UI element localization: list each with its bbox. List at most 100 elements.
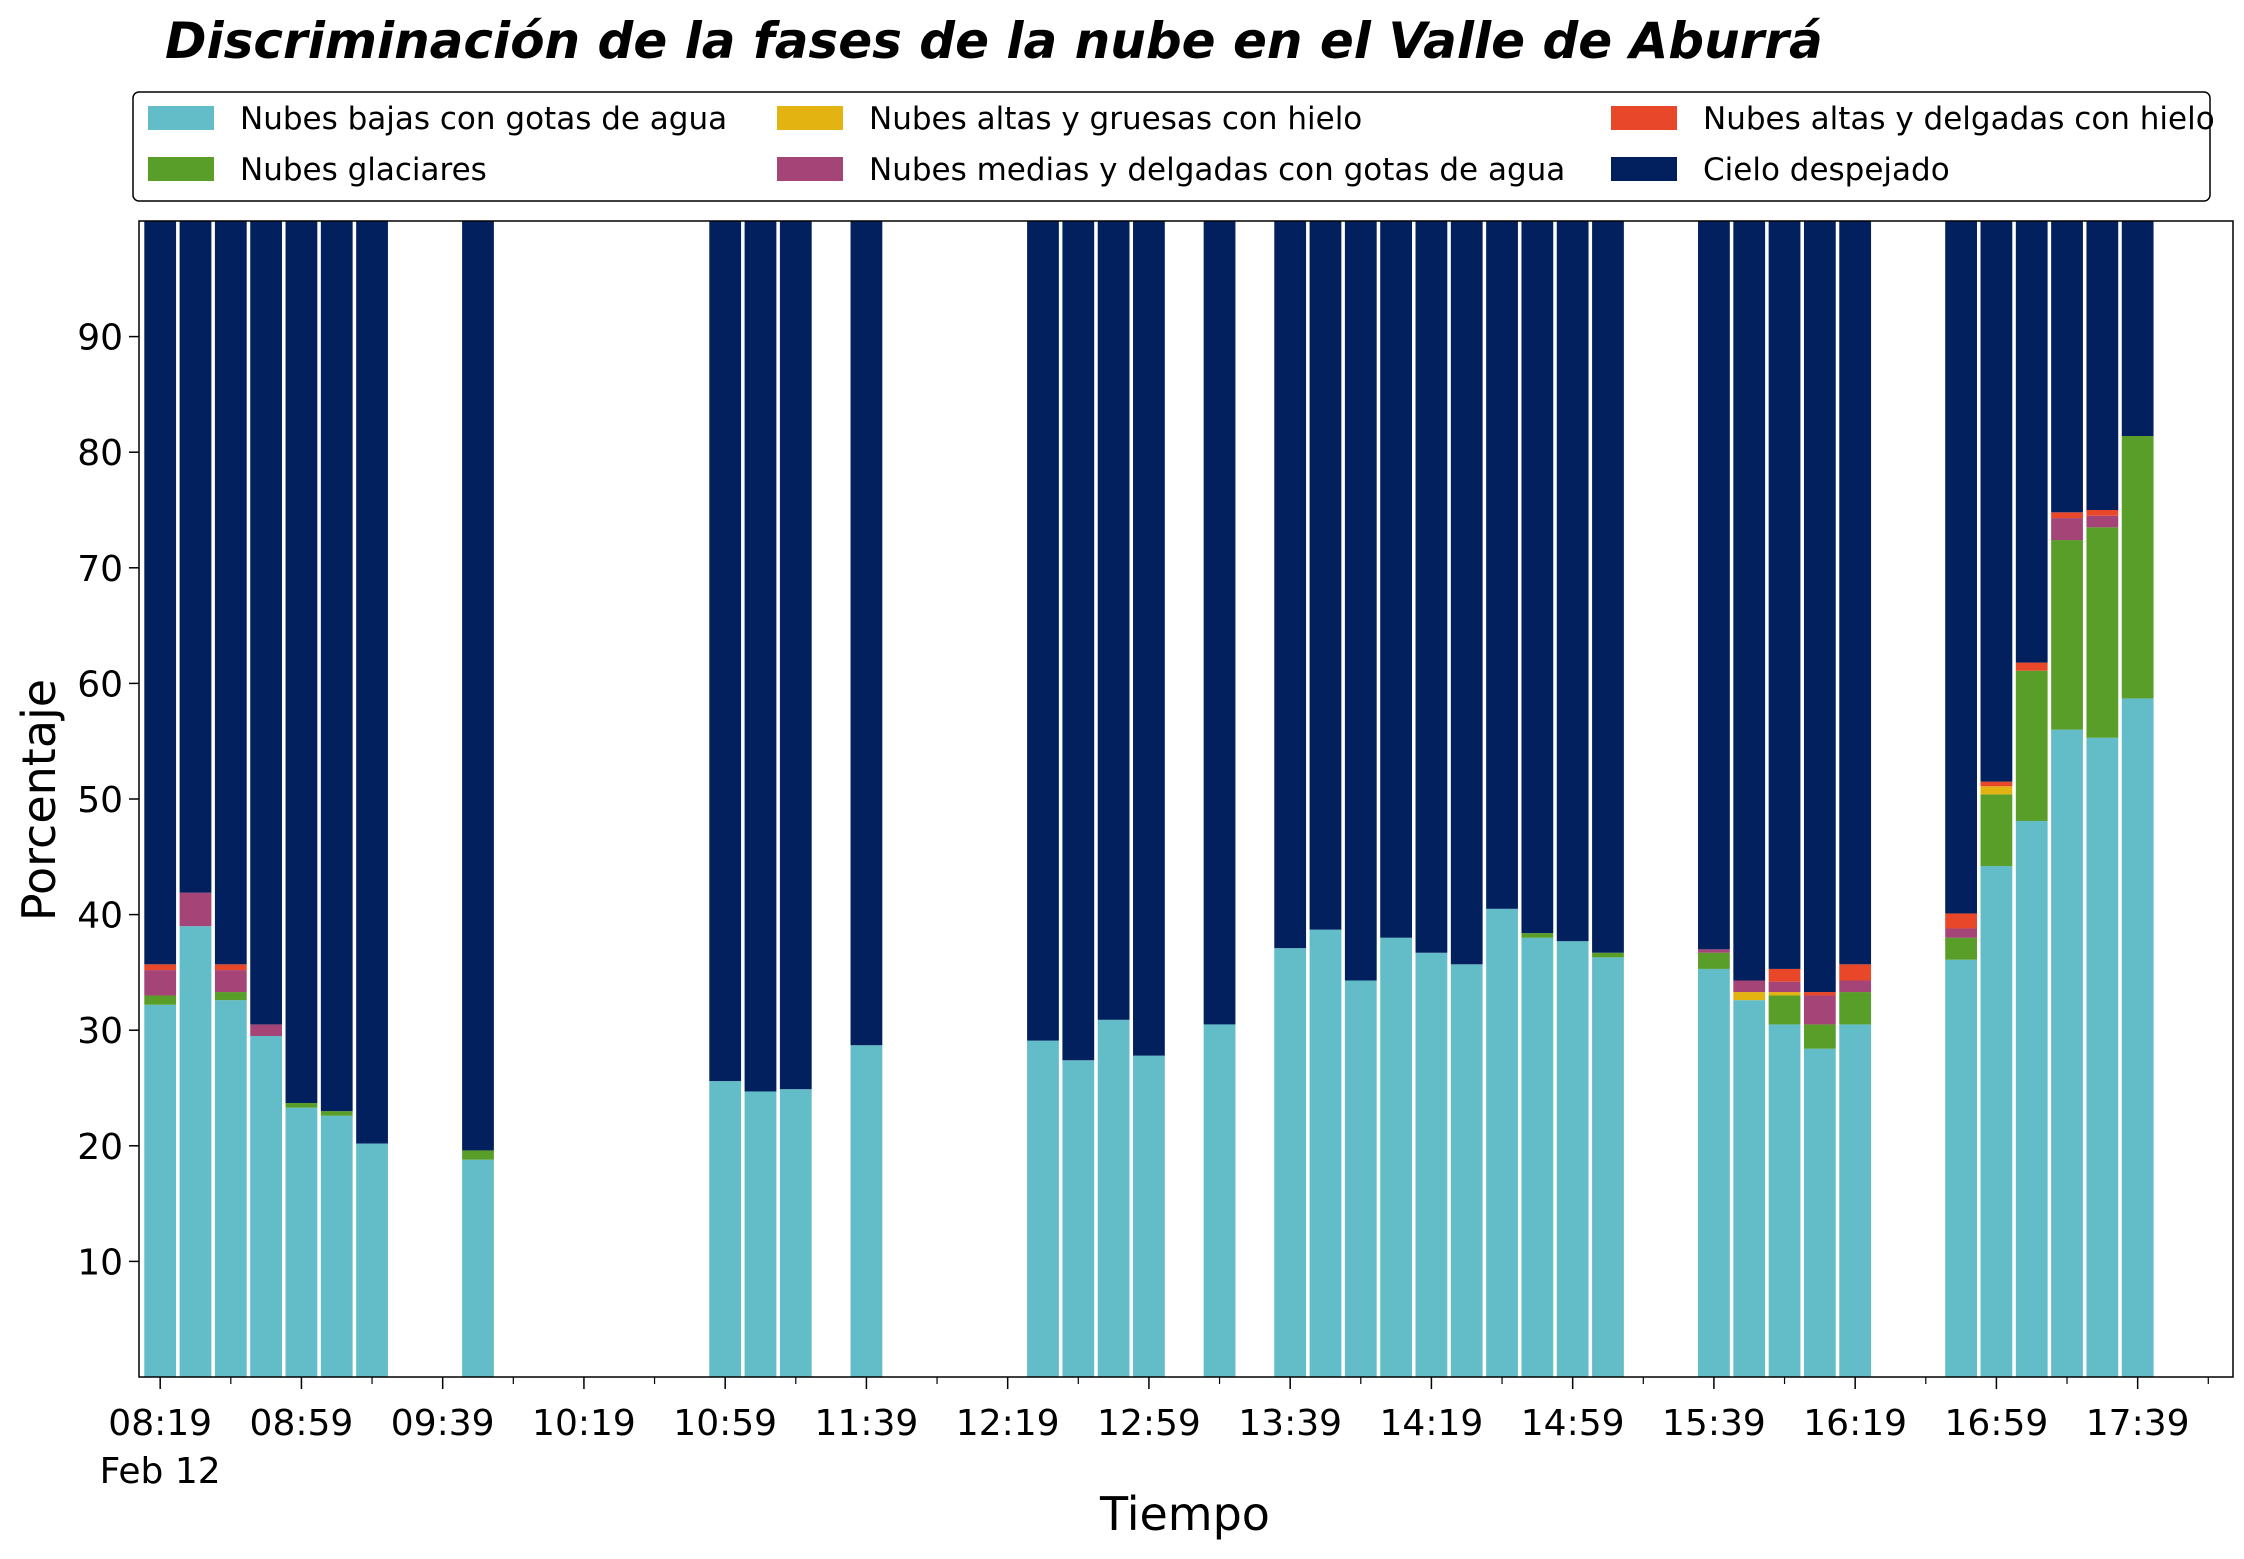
bar-segment [1097,221,1130,1020]
bar-segment [1733,221,1766,981]
bar-segment [144,964,177,971]
bar-segment [744,1091,777,1377]
bar-segment [1803,1024,1836,1049]
bar-segment [1839,964,1872,981]
bar-segment [1380,221,1412,938]
bar-segment [2086,510,2119,516]
bar-segment [2051,729,2083,1377]
bar-segment [1450,964,1483,1377]
bar-segment [1521,937,1554,1377]
y-tick-label: 90 [77,318,123,359]
bar-segment [214,221,247,965]
bar-segment [850,1045,883,1377]
legend-swatch [1611,106,1677,130]
bar-segment [1839,992,1872,1025]
legend-label: Nubes medias y delgadas con gotas de agu… [869,152,1565,188]
bar-segment [1309,929,1342,1377]
bar-segment [1733,992,1766,1001]
legend-label: Nubes altas y gruesas con hielo [869,101,1362,137]
y-tick-label: 30 [77,1011,123,1052]
bar-segment [179,926,212,1377]
bar-segment [2086,221,2119,510]
bar-segment [2051,518,2083,541]
bar-segment [779,1089,812,1377]
bar-segment [1768,992,1801,996]
legend-box [132,91,2211,202]
bar-segment [320,1111,353,1116]
y-tick-label: 50 [77,780,123,821]
bar-segment [1380,937,1412,1377]
bar-segment [1203,221,1236,1025]
bar-segment [1415,221,1448,953]
bar-segment [2015,820,2048,1377]
y-tick-label: 70 [77,549,123,590]
legend-label: Nubes glaciares [240,152,487,188]
y-tick-label: 20 [77,1127,123,1168]
bar-segment [179,892,212,927]
bar-segment [744,221,777,1092]
bar-segment [1698,952,1730,969]
y-tick-label: 10 [77,1242,123,1283]
bar-segment [1274,221,1307,949]
y-tick-label: 60 [77,664,123,705]
bar-segment [1486,221,1518,909]
bar-segment [2086,527,2119,738]
bar-segment [250,221,283,1025]
bar-segment [709,1081,742,1377]
bar-segment [1803,1048,1836,1377]
date-label: Feb 12 [100,1451,221,1492]
bar-segment [1133,221,1165,1056]
x-tick-label: 08:59 [250,1403,354,1444]
bar-segment [1803,995,1836,1025]
bar-segment [144,995,177,1005]
bar-segment [1733,980,1766,993]
bar-segment [144,970,177,996]
chart-title: Discriminación de la fases de la nube en… [165,12,1823,70]
bar-segment [1803,992,1836,996]
bar-segment [1592,221,1624,953]
bar-segment [144,1004,177,1377]
legend-swatch [777,106,843,130]
bar-segment [779,221,812,1090]
bar-segment [214,1000,247,1377]
bar-segment [285,221,318,1104]
bar-segment [285,1103,318,1108]
x-tick-label: 14:59 [1521,1403,1625,1444]
bar-segment [1839,1024,1872,1377]
legend-swatch [148,106,214,130]
bar-segment [1203,1024,1236,1377]
bar-segment [1556,221,1589,942]
x-tick-label: 10:59 [673,1403,777,1444]
bar-segment [462,1159,494,1377]
x-tick-label: 12:19 [956,1403,1060,1444]
y-tick-label: 40 [77,896,123,937]
bar-segment [1521,933,1554,938]
bar-segment [320,1115,353,1377]
bar-segment [1486,908,1518,1377]
x-tick-label: 15:39 [1662,1403,1766,1444]
bar-segment [2121,698,2154,1377]
bar-segment [1839,221,1872,965]
bar-segment [1415,952,1448,1377]
x-tick-label: 14:19 [1380,1403,1484,1444]
legend-swatch [777,157,843,181]
bar-segment [2015,670,2048,821]
bar-segment [320,221,353,1112]
bar-segment [214,992,247,1001]
bar-segment [1768,1024,1801,1377]
bar-segment [2121,221,2154,437]
bar-segment [1592,952,1624,958]
bar-segment [2086,737,2119,1377]
legend-label: Nubes altas y delgadas con hielo [1703,101,2215,137]
bar-segment [462,1150,494,1160]
y-axis-label: Porcentaje [12,679,66,921]
x-axis-label: Tiempo [1099,1487,1270,1541]
bar-segment [1309,221,1342,930]
bar-segment [1980,794,2013,867]
bar-segment [1945,913,1977,929]
bar-segment [1980,221,2013,782]
bar-segment [250,1024,283,1036]
bar-segment [1133,1055,1165,1377]
bar-segment [214,970,247,993]
